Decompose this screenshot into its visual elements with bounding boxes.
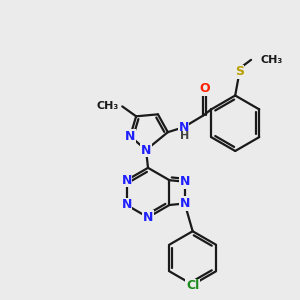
Text: N: N <box>122 174 132 187</box>
Text: O: O <box>199 82 210 95</box>
Text: N: N <box>141 143 151 157</box>
Text: N: N <box>179 175 190 188</box>
Text: N: N <box>179 197 190 210</box>
Text: H: H <box>180 131 189 141</box>
Text: N: N <box>122 199 132 212</box>
Text: S: S <box>235 65 244 78</box>
Text: N: N <box>178 121 189 134</box>
Text: CH₃: CH₃ <box>96 101 118 111</box>
Text: N: N <box>143 211 153 224</box>
Text: N: N <box>125 130 135 142</box>
Text: CH₃: CH₃ <box>261 55 283 65</box>
Text: Cl: Cl <box>186 279 199 292</box>
